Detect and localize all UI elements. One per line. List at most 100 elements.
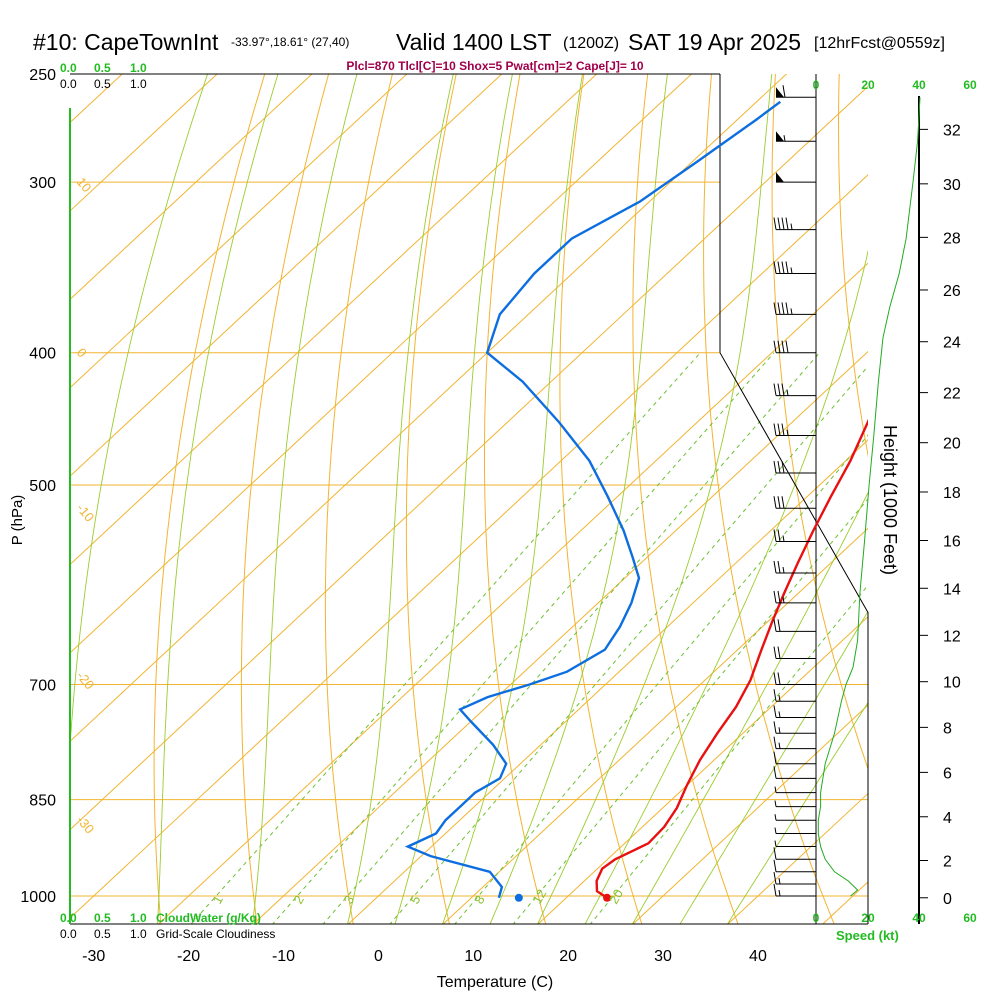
isotherm [70,85,868,831]
wind-barb [773,383,816,397]
mixing-ratio-line [589,584,868,924]
speed-tick-bottom: 0 [813,911,820,925]
wind-barb [773,705,816,718]
temp-tick-label: -30 [82,948,105,965]
dry-adiabat [153,74,266,924]
height-tick-label: 16 [943,534,961,551]
mixing-ratio-label: 12 [529,887,549,907]
height-tick-label: 26 [943,283,961,300]
moist-adiabat [679,610,868,924]
speed-tick-bottom: 40 [912,911,926,925]
cloudiness-label: Grid-Scale Cloudiness [156,927,275,941]
speed-tick-top: 0 [813,78,820,92]
height-tick-label: 20 [943,436,961,453]
speed-tick-top: 20 [861,78,875,92]
wind-barb [773,672,816,686]
wind-barb [773,460,816,474]
temp-tick-label: 10 [464,948,482,965]
wind-barb [773,646,816,660]
wind-speed-profile [817,97,921,897]
temp-tick-label: -20 [177,948,200,965]
isotherm [70,74,218,212]
wind-barb [774,827,816,835]
pressure-tick-label: 250 [29,67,56,84]
cloudwater-tick-bottom-1: 0.5 [94,911,111,925]
height-axis-label: Height (1000 Feet) [880,425,900,575]
wind-barb [773,340,816,354]
height-tick-label: 18 [943,485,961,502]
stability-indices: Plcl=870 Tlcl[C]=10 Shox=5 Pwat[cm]=2 Ca… [346,59,643,73]
speed-axis-label: Speed (kt) [836,928,899,943]
wind-barb [773,619,816,632]
cloudwater-tick-top-1: 0.5 [94,61,111,75]
isotherm [442,527,868,924]
isotherm [70,74,598,566]
temp-tick-label: 40 [749,948,767,965]
height-tick-label: 6 [943,765,952,782]
mixing-ratio-labels: 1 2 3 5 8 12 20 [209,887,626,907]
cloudiness-tick-top-2: 1.0 [130,77,147,91]
height-tick-label: 2 [943,854,952,871]
height-tick-label: 4 [943,810,952,827]
cloudwater-tick-bottom-2: 1.0 [130,911,147,925]
dry-adiabat [324,74,393,924]
isotherm-label: -20 [74,668,98,692]
moist-adiabat [70,74,209,754]
surface-dewpoint-marker [514,893,523,902]
wind-barb [773,871,816,885]
valid-date: SAT 19 Apr 2025 [628,29,801,55]
isotherm [70,74,788,743]
dry-adiabat [837,74,868,458]
mixing-ratio-label: 5 [407,893,424,907]
mixing-ratio-line [272,352,775,924]
wind-barb [776,131,816,142]
wind-speed-line [817,97,921,897]
temp-tick-label: 30 [654,948,672,965]
wind-barb [774,800,816,808]
dry-adiabat [405,74,457,924]
dry-adiabat [771,74,868,771]
moist-adiabat [347,74,454,924]
isotherm-labels: 100-10-20-300102030 [74,174,98,836]
isotherm [537,616,868,924]
height-tick-label: 32 [943,122,961,139]
wind-barb [773,689,816,702]
valid-zulu: (1200Z) [563,35,619,52]
height-tick-label: 10 [943,675,961,692]
cloudiness-tick-bottom-1: 0.5 [94,927,111,941]
wind-barb [773,423,816,437]
isotherm [70,74,408,389]
isotherm-label: -30 [74,812,98,836]
height-tick-label: 30 [943,177,961,194]
wind-barb [776,172,816,183]
sounding-profiles [404,100,868,902]
wind-barb [773,736,816,750]
cloudiness-tick-bottom-2: 1.0 [130,927,147,941]
dry-adiabat [966,50,1000,925]
wind-barb [773,529,816,543]
mixing-ratio-line [190,352,701,924]
speed-tick-bottom: 20 [861,911,875,925]
wind-barbs [773,85,816,897]
height-tick-label: 8 [943,720,952,737]
wind-barb [773,496,816,509]
valid-time: Valid 1400 LST [396,29,552,55]
isotherm [70,74,503,477]
moist-adiabat [631,491,868,924]
pressure-tick-label: 400 [29,346,56,363]
y-axis-label: P (hPa) [9,495,26,546]
cloudwater-tick-top-2: 1.0 [130,61,147,75]
isotherm [822,881,868,924]
moist-adiabat [252,74,358,924]
moist-adiabat [157,74,279,924]
plot-frame [69,73,920,925]
station-coords: -33.97°,18.61° (27,40) [231,35,349,49]
wind-barb [773,721,816,734]
mixing-ratio-label: 8 [471,893,488,907]
isotherm [70,174,868,919]
mixing-ratio-line [322,352,820,924]
dry-adiabat [632,74,739,924]
cloudiness-tick-bottom-0: 0.0 [60,927,77,941]
